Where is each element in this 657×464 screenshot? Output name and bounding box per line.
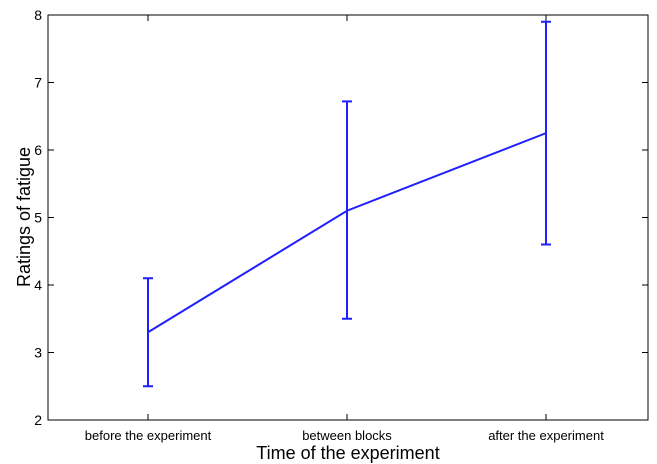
y-tick-label: 3 xyxy=(34,345,42,361)
y-tick-label: 2 xyxy=(34,412,42,428)
data-point xyxy=(545,132,547,134)
plot-area xyxy=(143,20,551,388)
y-tick-label: 8 xyxy=(34,7,42,23)
data-point xyxy=(147,331,149,333)
x-axis-title: Time of the experiment xyxy=(256,443,439,463)
data-point xyxy=(346,210,348,212)
x-axis: before the experiment between blocks after… xyxy=(85,15,604,443)
x-tick-label: before the experiment xyxy=(85,428,212,443)
x-tick-label: after the experiment xyxy=(488,428,604,443)
y-tick-label: 4 xyxy=(34,277,42,293)
y-axis: 2 3 4 5 6 7 8 xyxy=(34,7,648,428)
y-tick-label: 5 xyxy=(34,210,42,226)
x-tick-label: between blocks xyxy=(302,428,392,443)
y-axis-title: Ratings of fatigue xyxy=(14,147,34,287)
y-tick-label: 7 xyxy=(34,75,42,91)
y-tick-label: 6 xyxy=(34,142,42,158)
